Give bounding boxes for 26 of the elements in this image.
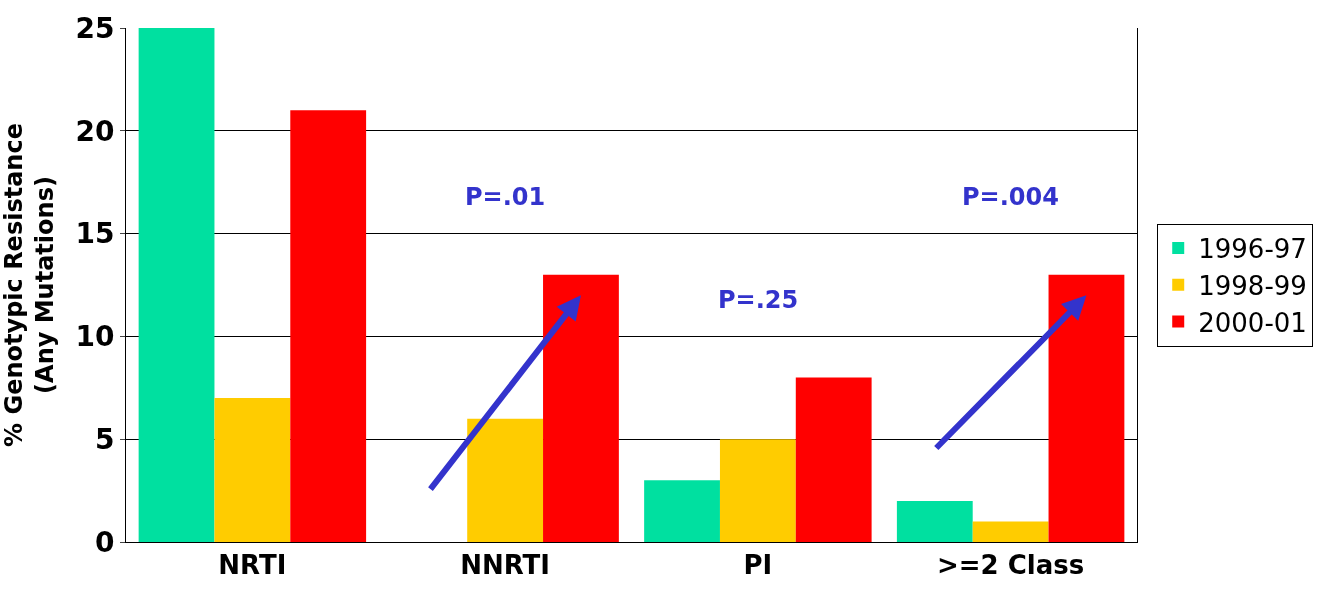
y-axis-title: % Genotypic Resistance (Any Mutations) (0, 123, 60, 447)
bar (795, 377, 872, 542)
bar (138, 28, 215, 542)
bar (214, 398, 291, 542)
bar (896, 500, 973, 542)
legend-label: 1998-99 (1198, 270, 1307, 301)
x-tick-label: >=2 Class (937, 550, 1085, 581)
annotation: P=.01 (465, 183, 546, 211)
y-tick-label: 0 (94, 525, 115, 559)
legend-label: 1996-97 (1198, 234, 1307, 265)
y-tick-label: 25 (75, 11, 115, 45)
y-tick-label: 10 (75, 320, 115, 354)
bar (290, 110, 367, 542)
annotation: P=.004 (962, 183, 1059, 211)
y-tick-label: 5 (94, 423, 115, 456)
bar (972, 521, 1049, 542)
bar (644, 480, 720, 542)
y-tick-label: 15 (75, 217, 115, 251)
x-tick-label: NRTI (218, 550, 287, 581)
y-tick-label: 20 (75, 114, 115, 148)
x-tick-label: NNRTI (460, 550, 551, 581)
legend-label: 2000-01 (1198, 307, 1307, 338)
annotation: P=.25 (718, 286, 799, 314)
x-tick-label: PI (743, 550, 773, 581)
bar (719, 439, 796, 542)
bar (467, 418, 544, 542)
